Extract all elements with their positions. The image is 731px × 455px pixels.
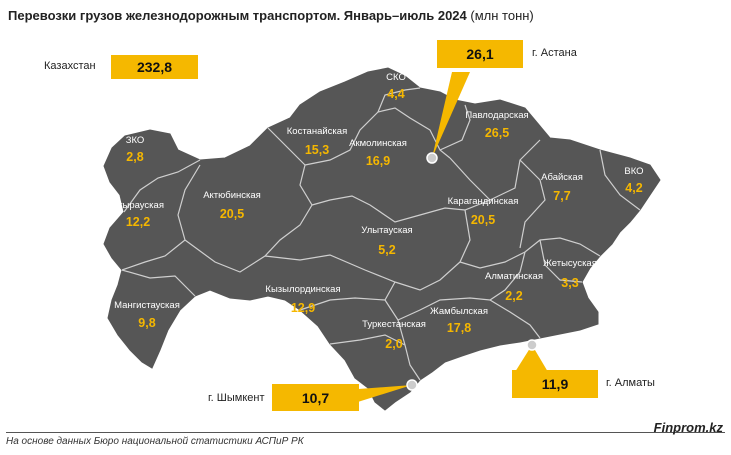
region-value-kostanay: 15,3 (305, 143, 329, 157)
shymkent-callout-pointer (345, 385, 412, 406)
brand-logo-text: Finprom.kz (653, 420, 723, 435)
region-name-atyrau: Атырауская (112, 200, 164, 211)
region-name-abay: Абайская (541, 172, 583, 183)
region-value-atyrau: 12,2 (126, 215, 150, 229)
region-name-aktobe: Актюбинская (203, 190, 261, 201)
region-name-pavlodar: Павлодарская (465, 110, 528, 121)
astana-callout-pointer (432, 72, 470, 158)
region-name-kyzylorda: Кызылординская (265, 284, 340, 295)
region-name-akmola: Акмолинская (349, 138, 407, 149)
almaty-label: г. Алматы (606, 377, 655, 389)
footer-divider (6, 432, 725, 433)
region-value-aktobe: 20,5 (220, 207, 244, 221)
region-value-turkestan: 2,0 (385, 337, 402, 351)
shymkent-label: г. Шымкент (208, 392, 265, 404)
title-main: Перевозки грузов железнодорожным транспо… (8, 8, 467, 23)
region-name-sko: СКО (386, 72, 406, 83)
region-name-vko: ВКО (624, 166, 643, 177)
region-value-almaty-region: 2,2 (505, 289, 522, 303)
source-note: На основе данных Бюро национальной стати… (6, 436, 304, 447)
region-name-kostanay: Костанайская (287, 126, 347, 137)
region-value-zko: 2,8 (126, 150, 143, 164)
astana-marker (426, 152, 438, 164)
region-value-karaganda: 20,5 (471, 213, 495, 227)
region-name-almaty-region: Алматинская (485, 271, 543, 282)
almaty-callout-pointer (515, 345, 548, 372)
region-borders (121, 87, 641, 381)
region-value-abay: 7,7 (553, 189, 570, 203)
astana-value-box: 26,1 (437, 40, 523, 68)
region-value-zhambyl: 17,8 (447, 321, 471, 335)
region-name-zhetysu: Жетысуская (543, 258, 597, 269)
region-value-mangystau: 9,8 (138, 316, 155, 330)
region-labels: ЗКО 2,8 Атырауская 12,2 Мангистауская 9,… (112, 72, 644, 351)
shymkent-value-box: 10,7 (272, 384, 359, 411)
total-label: Казахстан (44, 60, 96, 72)
region-value-zhetysu: 3,3 (561, 276, 578, 290)
region-value-sko: 4,4 (387, 87, 404, 101)
region-value-ulytau: 5,2 (378, 243, 395, 257)
region-name-turkestan: Туркестанская (362, 319, 426, 330)
total-value-box: 232,8 (111, 55, 198, 79)
almaty-value-box: 11,9 (512, 370, 598, 398)
region-name-karaganda: Карагандинская (448, 196, 519, 207)
region-name-mangystau: Мангистауская (114, 300, 180, 311)
almaty-marker (526, 339, 538, 351)
region-value-pavlodar: 26,5 (485, 126, 509, 140)
region-value-vko: 4,2 (625, 181, 642, 195)
country-outline (103, 67, 661, 411)
shymkent-marker (406, 379, 418, 391)
region-value-kyzylorda: 12,9 (291, 301, 315, 315)
chart-title: Перевозки грузов железнодорожным транспо… (8, 8, 534, 23)
region-value-akmola: 16,9 (366, 154, 390, 168)
region-name-ulytau: Улытауская (361, 225, 412, 236)
region-name-zhambyl: Жамбылская (430, 306, 488, 317)
title-unit: (млн тонн) (470, 8, 534, 23)
region-name-zko: ЗКО (126, 135, 145, 146)
astana-label: г. Астана (532, 47, 577, 59)
